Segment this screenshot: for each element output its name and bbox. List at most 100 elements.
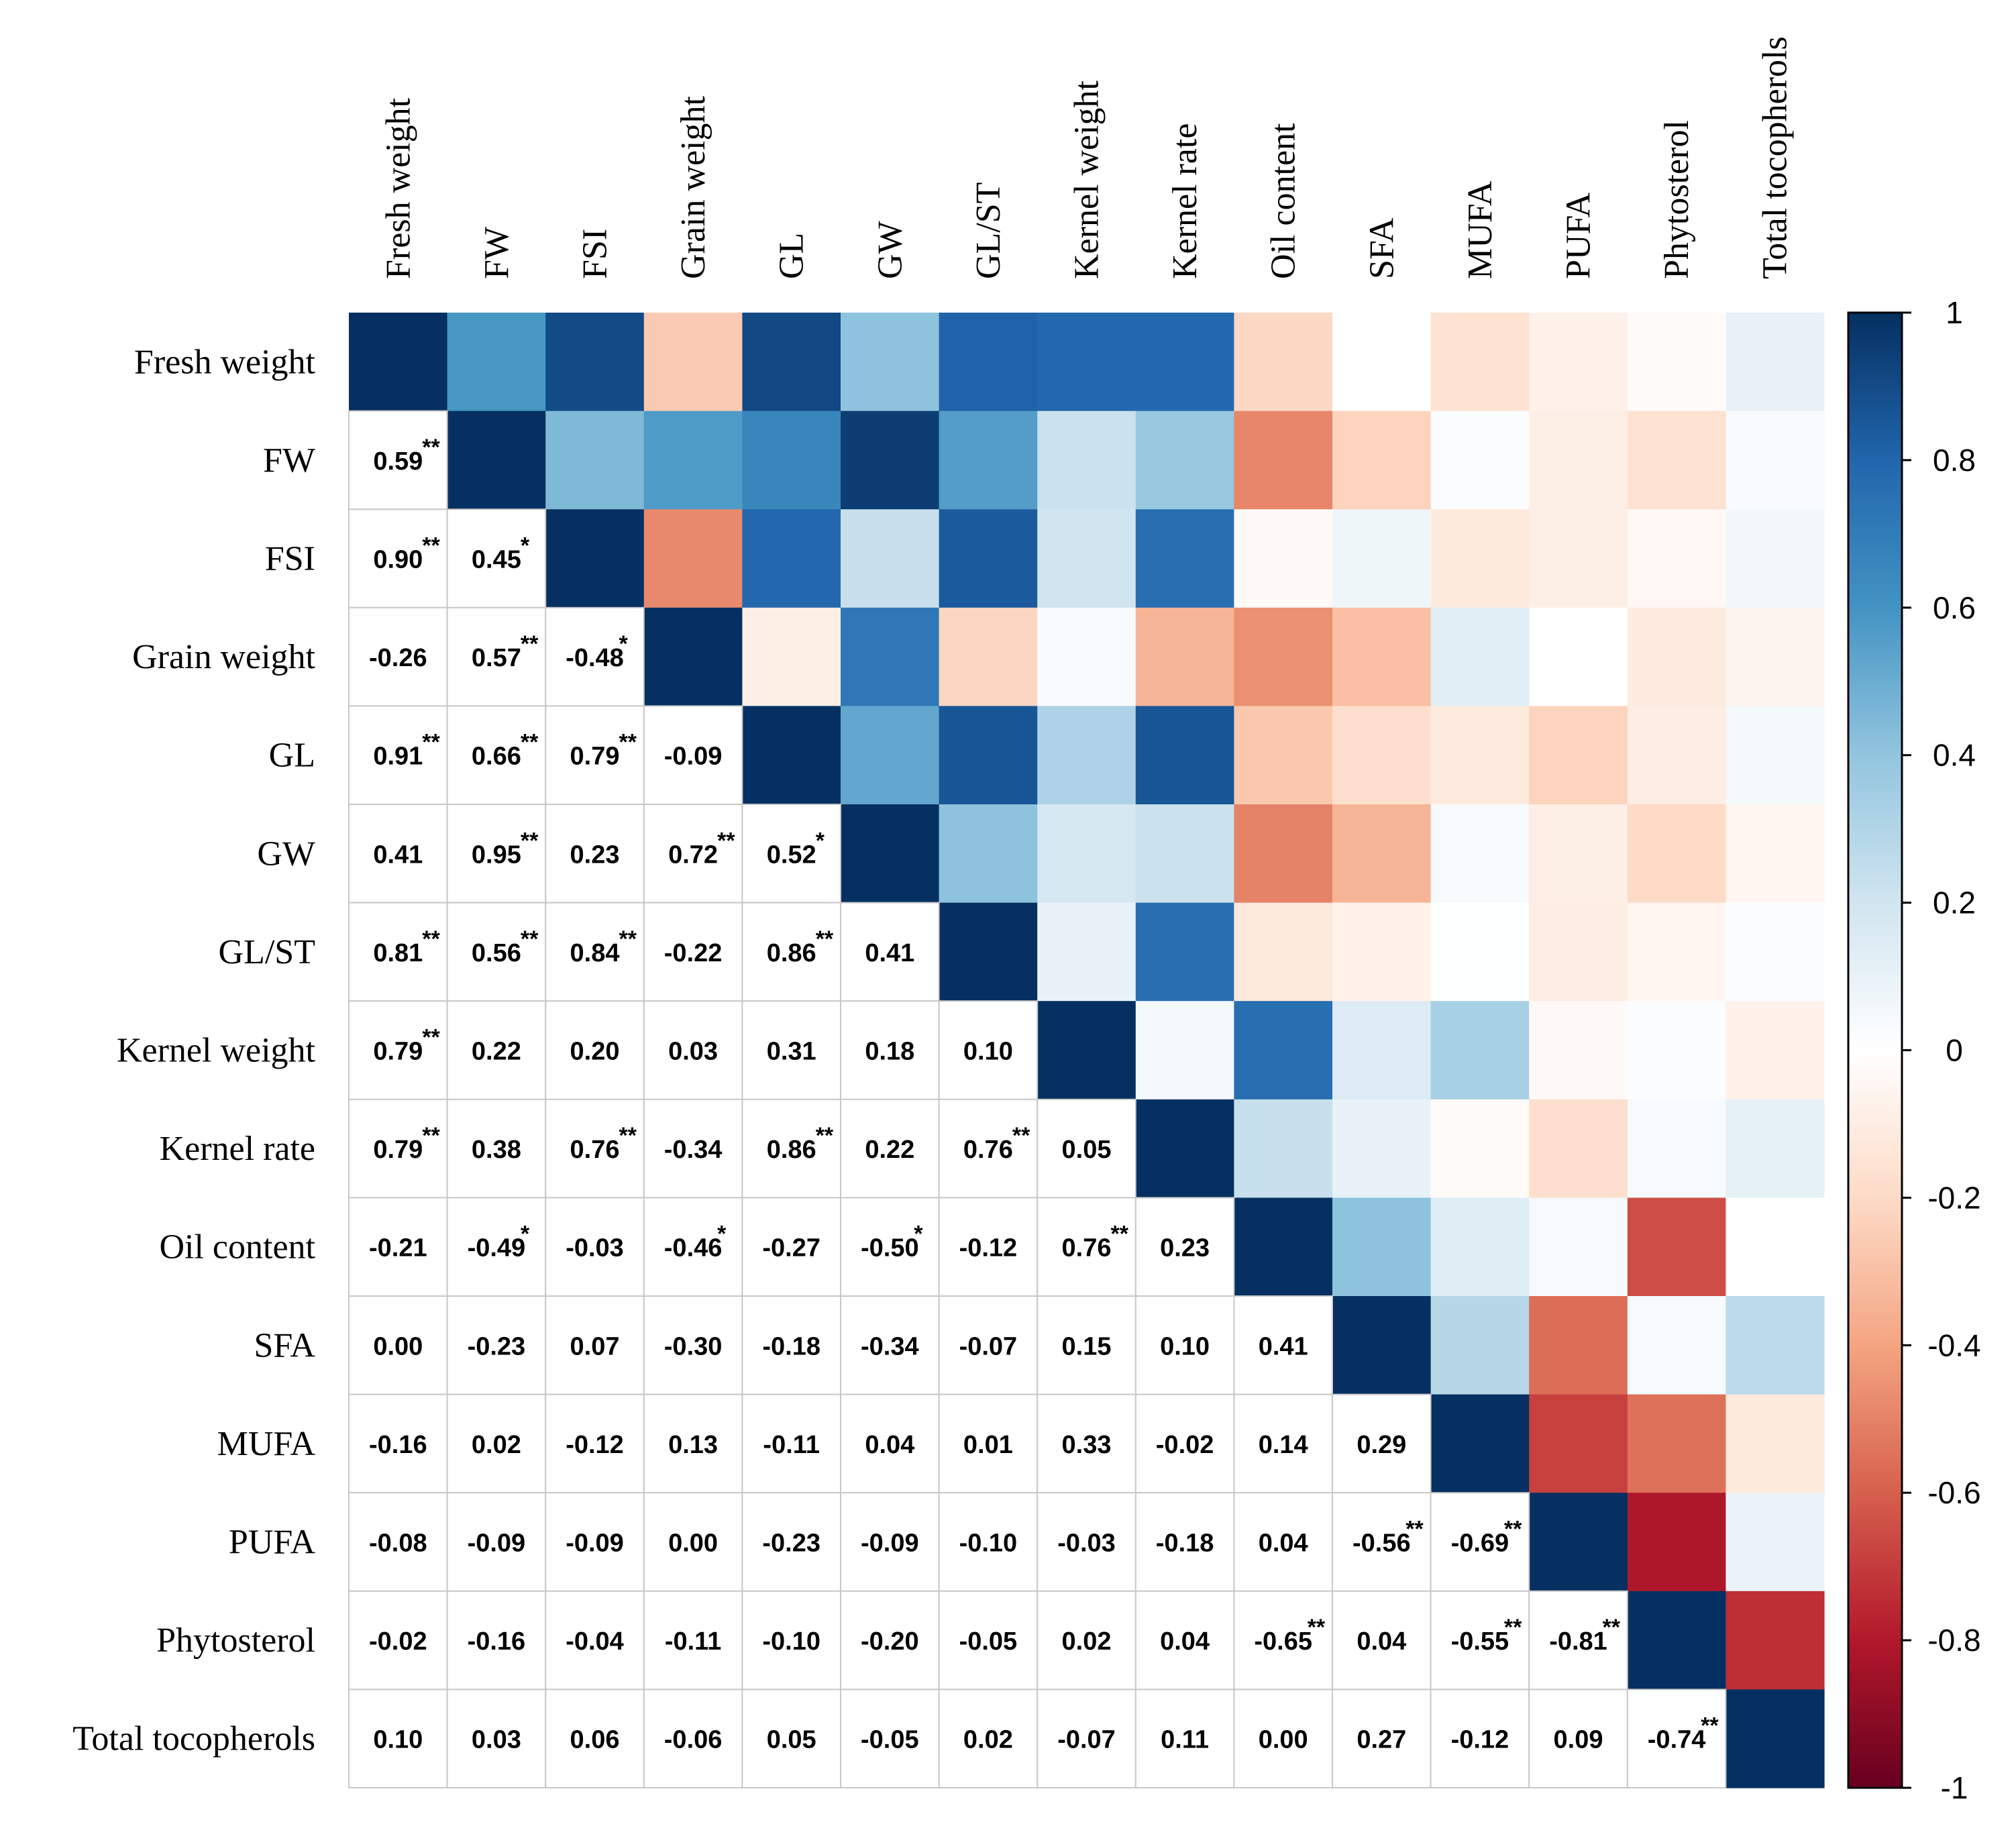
value-cell <box>1332 1393 1432 1494</box>
color-cell <box>1627 1001 1726 1100</box>
correlation-value: -0.08 <box>369 1530 427 1558</box>
value-cell <box>545 804 645 904</box>
correlation-value: -0.09 <box>861 1530 919 1558</box>
value-cell <box>1037 1197 1136 1297</box>
value-cell <box>643 902 743 1002</box>
correlation-value: 0.05 <box>1062 1136 1112 1164</box>
column-label: FSI <box>576 229 615 279</box>
color-cell <box>1037 902 1136 1002</box>
color-cell <box>1332 509 1432 608</box>
value-cell <box>938 1590 1039 1691</box>
value-cell <box>1134 1197 1235 1297</box>
diagonal-cell <box>1234 1197 1333 1297</box>
color-bar-tick-label: 0.4 <box>1933 738 1976 773</box>
row-label: Grain weight <box>132 638 315 676</box>
column-label: Fresh weight <box>379 97 417 279</box>
value-cell <box>348 1590 448 1691</box>
correlation-value: 0.41 <box>865 939 914 967</box>
correlation-value: 0.38 <box>472 1136 521 1164</box>
correlation-value: 0.09 <box>1554 1726 1603 1754</box>
color-bar-tick-label: 0.8 <box>1933 443 1976 478</box>
significance-mark: ** <box>619 730 637 755</box>
row-label: FW <box>263 441 315 480</box>
correlation-value: 0.79 <box>570 743 620 771</box>
correlation-value: -0.09 <box>468 1530 526 1558</box>
correlation-value: 0.03 <box>472 1726 521 1754</box>
color-cell <box>939 411 1038 510</box>
correlation-value: -0.65 <box>1254 1627 1312 1656</box>
color-cell <box>1430 1296 1530 1395</box>
correlation-value: 0.03 <box>668 1038 718 1066</box>
correlation-value: -0.10 <box>762 1627 820 1656</box>
color-cell <box>545 411 645 510</box>
color-cell <box>1529 1099 1628 1198</box>
correlation-value: -0.09 <box>664 743 723 771</box>
color-cell <box>1135 313 1234 412</box>
column-labels: Fresh weight FW FSI Grain weight GL GW GL/ST Ke… <box>379 36 1794 279</box>
color-cell <box>939 706 1038 805</box>
color-cell <box>1627 1394 1726 1493</box>
color-cell <box>1234 509 1333 608</box>
color-cell <box>1529 313 1628 412</box>
correlation-value: -0.56 <box>1352 1530 1411 1558</box>
column-label: Kernel rate <box>1166 123 1204 279</box>
color-cell <box>1627 1296 1726 1395</box>
value-cell <box>1134 1393 1235 1494</box>
color-cell <box>1135 509 1234 608</box>
correlation-value: 0.07 <box>570 1332 620 1360</box>
color-cell <box>1529 1296 1628 1395</box>
correlation-value: 0.10 <box>1160 1332 1210 1360</box>
color-cell <box>1627 902 1726 1002</box>
significance-mark: ** <box>816 1123 834 1148</box>
color-cell <box>1726 509 1825 608</box>
color-bar-tick-label: 0 <box>1946 1033 1963 1068</box>
color-cell <box>1332 804 1432 904</box>
row-label: PUFA <box>229 1523 316 1562</box>
correlation-value: 0.86 <box>767 1136 816 1164</box>
value-cell <box>545 1098 645 1199</box>
color-cell <box>1135 411 1234 510</box>
correlation-value: 0.11 <box>1161 1726 1209 1754</box>
significance-mark: * <box>717 1222 727 1247</box>
value-cell <box>643 705 743 806</box>
correlation-value: 0.95 <box>472 841 521 869</box>
significance-mark: ** <box>1504 1615 1522 1640</box>
correlation-value: -0.07 <box>959 1332 1018 1360</box>
correlation-value: 0.52 <box>767 841 816 869</box>
value-cell <box>1037 1393 1136 1494</box>
correlation-value: 0.90 <box>373 546 423 574</box>
correlation-value: 0.14 <box>1259 1431 1308 1459</box>
correlation-value: 0.59 <box>373 447 423 476</box>
color-cell <box>643 509 743 608</box>
value-cell <box>643 804 743 904</box>
correlation-value: 0.15 <box>1062 1332 1112 1360</box>
color-cell <box>1726 1493 1825 1592</box>
color-cell <box>841 509 940 608</box>
significance-mark: ** <box>1701 1713 1719 1739</box>
column-label: GL <box>773 233 811 279</box>
value-cell <box>1332 1689 1432 1788</box>
value-cell <box>1233 1295 1334 1395</box>
color-cell <box>1037 411 1136 510</box>
correlation-value: -0.49 <box>468 1234 526 1263</box>
column-label: Oil content <box>1265 123 1303 279</box>
color-cell <box>1726 804 1825 904</box>
value-cell <box>1430 1590 1530 1691</box>
color-cell <box>1726 411 1825 510</box>
diagonal-cell <box>545 509 645 608</box>
color-cell <box>1234 1099 1333 1198</box>
diagonal-cell <box>1726 1689 1825 1788</box>
color-cell <box>939 607 1038 706</box>
color-cell <box>1627 1493 1726 1592</box>
color-bar <box>1847 311 1903 1789</box>
heatmap-values: 0.59 **0.90 ** 0.45 *-0.26 0.57 ** -0.48*0.91 **… <box>369 435 1719 1754</box>
correlation-value: -0.05 <box>959 1627 1018 1656</box>
significance-mark: ** <box>717 828 735 853</box>
row-label: GL <box>269 737 315 775</box>
significance-mark: ** <box>422 533 440 559</box>
value-cell <box>643 1295 743 1395</box>
color-cell <box>1234 706 1333 805</box>
color-cell <box>1529 902 1628 1002</box>
correlation-value: 0.05 <box>767 1726 816 1754</box>
value-cell <box>938 1000 1039 1100</box>
